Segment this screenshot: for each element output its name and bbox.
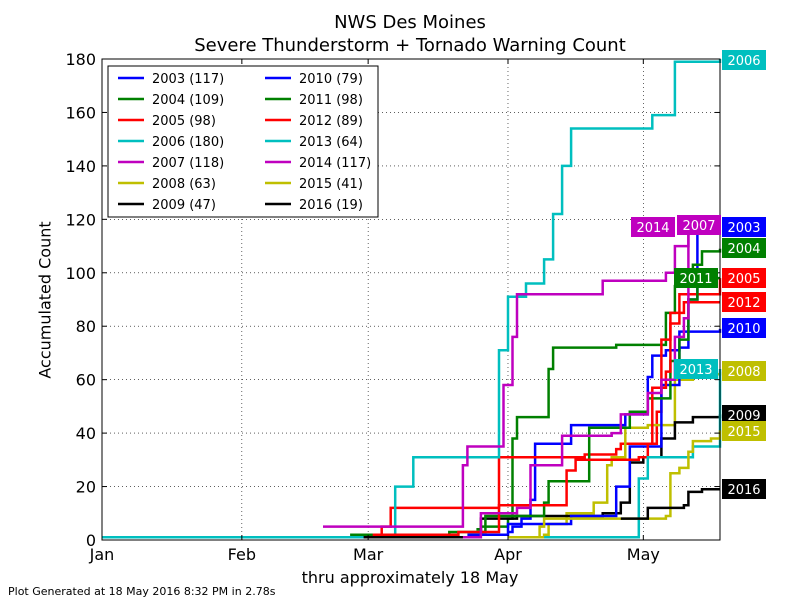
legend-entry: 2007 (118): [152, 156, 224, 171]
x-tick-label: Feb: [228, 545, 256, 564]
end-label-box-2014: [631, 217, 675, 237]
end-label-box-2015: [722, 421, 766, 441]
series-line-2016: [620, 487, 720, 520]
legend-entry: 2005 (98): [152, 114, 216, 129]
series-line-2013: [544, 369, 722, 539]
end-label-box-2003: [722, 217, 766, 237]
legend-entry: 2013 (64): [299, 135, 363, 150]
end-label-box-2013: [674, 359, 718, 379]
series-line-2008: [508, 371, 722, 539]
legend-entry: 2009 (47): [152, 198, 216, 213]
y-tick-label: 0: [86, 531, 96, 550]
x-tick-label: Jan: [89, 545, 115, 564]
end-label-box-2011: [674, 268, 718, 288]
series-line-2007: [323, 223, 720, 528]
y-tick-label: 180: [65, 50, 96, 69]
end-label-2012: 2012: [727, 296, 760, 311]
legend-entry: 2004 (109): [152, 93, 224, 108]
y-tick-label: 20: [76, 478, 96, 497]
end-label-box-2009: [722, 405, 766, 425]
y-axis-label: Accumulated Count: [35, 221, 55, 379]
end-label-2014: 2014: [636, 221, 669, 236]
legend-entry: 2011 (98): [299, 93, 363, 108]
series-line-2011: [350, 276, 720, 536]
chart-subtitle: Severe Thunderstorm + Tornado Warning Co…: [194, 35, 626, 56]
legend-entry: 2008 (63): [152, 177, 216, 192]
end-label-2004: 2004: [727, 242, 760, 257]
end-label-box-2006: [722, 50, 766, 70]
y-tick-label: 160: [65, 103, 96, 122]
x-tick-label: May: [627, 545, 660, 564]
end-label-2007: 2007: [682, 219, 715, 234]
end-label-2010: 2010: [727, 322, 760, 337]
y-tick-label: 60: [76, 371, 96, 390]
legend-entry: 2012 (89): [299, 114, 363, 129]
end-label-2008: 2008: [727, 365, 760, 380]
end-label-2005: 2005: [727, 272, 760, 287]
end-label-box-2012: [722, 292, 766, 312]
legend-box: [107, 65, 379, 218]
end-label-box-2007: [677, 215, 721, 235]
y-tick-label: 80: [76, 317, 96, 336]
series-line-2014: [462, 226, 720, 539]
chart-title: NWS Des Moines: [334, 12, 486, 33]
end-label-2006: 2006: [727, 54, 760, 69]
y-tick-label: 100: [65, 264, 96, 283]
series-line-2015: [508, 430, 722, 539]
legend-entry: 2016 (19): [299, 198, 363, 213]
legend-entry: 2006 (180): [152, 135, 224, 150]
series-line-2012: [372, 300, 720, 536]
plot-generated-note: Plot Generated at 18 May 2016 8:32 PM in…: [8, 585, 276, 598]
legend-entry: 2015 (41): [299, 177, 363, 192]
x-tick-label: Mar: [353, 545, 384, 564]
end-label-2016: 2016: [727, 483, 760, 498]
x-tick-label: Apr: [494, 545, 522, 564]
series-line-2004: [476, 248, 722, 531]
end-label-box-2005: [722, 268, 766, 288]
plot-frame: [101, 58, 721, 541]
end-label-box-2008: [722, 361, 766, 381]
legend-entry: 2003 (117): [152, 72, 224, 87]
end-label-2015: 2015: [727, 425, 760, 440]
end-label-2009: 2009: [727, 409, 760, 424]
end-label-box-2004: [722, 238, 766, 258]
end-label-2011: 2011: [679, 272, 712, 287]
y-tick-label: 40: [76, 424, 96, 443]
end-label-2013: 2013: [679, 363, 712, 378]
x-axis-label: thru approximately 18 May: [301, 568, 519, 587]
legend-entry: 2010 (79): [299, 72, 363, 87]
y-tick-label: 120: [65, 210, 96, 229]
series-line-2006: [102, 59, 722, 539]
end-label-box-2016: [722, 479, 766, 499]
y-tick-label: 140: [65, 157, 96, 176]
legend-entry: 2014 (117): [299, 156, 371, 171]
end-label-box-2010: [722, 318, 766, 338]
series-line-2010: [467, 328, 722, 536]
end-label-2003: 2003: [727, 221, 760, 236]
